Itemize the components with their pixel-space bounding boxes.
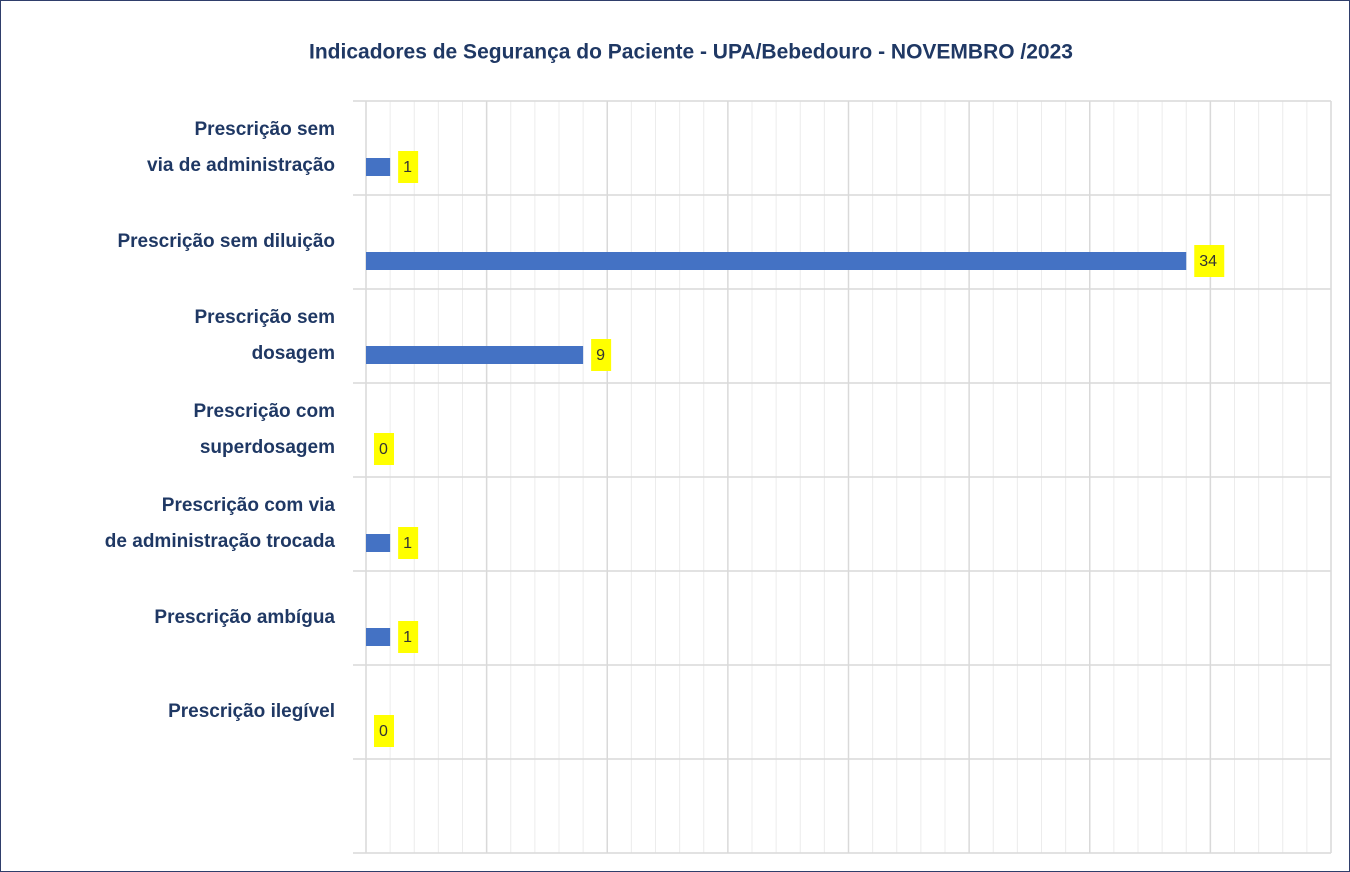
data-label-bg <box>374 433 394 465</box>
data-label: 0 <box>379 723 388 740</box>
y-tick-label: Prescrição ilegível <box>168 701 335 722</box>
data-label: 34 <box>1199 253 1217 270</box>
chart-title: Indicadores de Segurança do Paciente - U… <box>309 41 1073 64</box>
bar <box>366 252 1187 270</box>
y-tick-label: Prescrição sem diluição <box>117 231 335 252</box>
y-tick-label: Prescrição ambígua <box>154 607 335 628</box>
data-label: 1 <box>403 159 412 176</box>
data-label-bg <box>398 527 419 559</box>
data-label: 0 <box>379 441 388 458</box>
bar <box>366 534 391 552</box>
data-label: 9 <box>596 347 605 364</box>
bar <box>366 628 391 646</box>
data-label-bg <box>1194 245 1225 277</box>
data-label-bg <box>398 151 419 183</box>
data-label-bg <box>398 621 419 653</box>
data-label: 1 <box>403 629 412 646</box>
data-label: 1 <box>403 535 412 552</box>
bar <box>366 346 584 364</box>
y-tick-label: Prescrição com superdosagem <box>193 401 335 458</box>
y-tick-label: Prescrição sem dosagem <box>194 307 336 364</box>
data-label-bg <box>591 339 612 371</box>
y-tick-label: Prescrição com via de administração troc… <box>104 495 335 552</box>
bar <box>366 158 391 176</box>
data-label-bg <box>374 715 394 747</box>
y-tick-label: Prescrição sem via de administração <box>147 119 335 176</box>
